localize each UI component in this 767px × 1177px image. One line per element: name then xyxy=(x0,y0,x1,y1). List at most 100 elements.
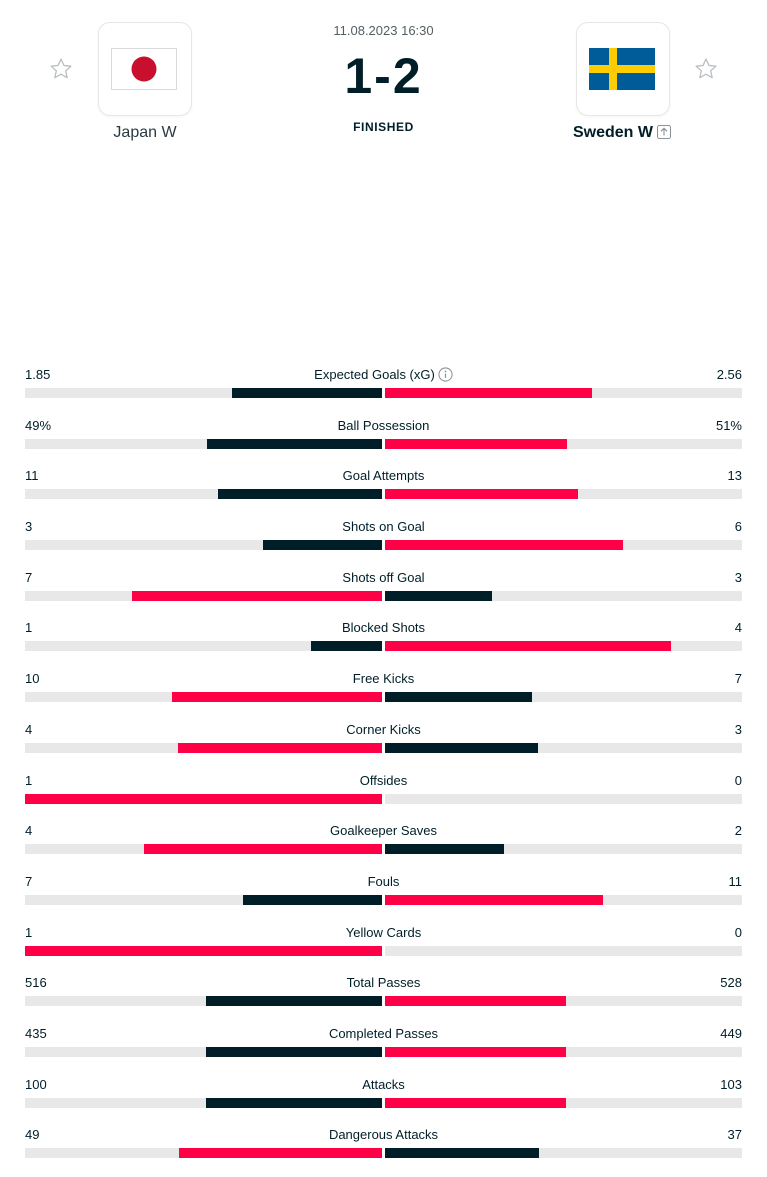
stat-category-label: Shots on Goal xyxy=(342,519,425,535)
stat-away-bar-track xyxy=(385,742,742,753)
stat-row: 435 Completed Passes 449 xyxy=(25,1025,742,1076)
match-score: 1-2 xyxy=(344,48,423,104)
stat-away-bar xyxy=(385,1148,539,1159)
stat-home-bar xyxy=(311,641,382,652)
stat-away-value: 6 xyxy=(734,519,742,535)
stat-home-bar xyxy=(172,692,382,703)
stat-away-value: 13 xyxy=(727,468,742,484)
info-icon[interactable] xyxy=(438,367,453,382)
stat-home-bar-track xyxy=(25,793,382,804)
stat-row: 7 Shots off Goal 3 xyxy=(25,569,742,620)
stat-home-value: 4 xyxy=(25,823,33,839)
match-statistics: 1.85 Expected Goals (xG) 2.56 49% Ball Posse… xyxy=(25,366,742,1177)
stat-category: Blocked Shots xyxy=(25,619,742,637)
stat-home-bar-track xyxy=(25,641,382,652)
stat-away-bar-track xyxy=(385,1046,742,1057)
stat-away-bar-track xyxy=(385,540,742,551)
stat-category-label: Expected Goals (xG) xyxy=(314,367,435,382)
stat-row: 4 Goalkeeper Saves 2 xyxy=(25,822,742,873)
stat-category-label: Goalkeeper Saves xyxy=(330,823,437,839)
home-team-name[interactable]: Japan W xyxy=(113,124,177,141)
stat-row: 11 Goal Attempts 13 xyxy=(25,467,742,518)
stat-home-value: 49 xyxy=(25,1127,40,1143)
stat-away-bar-track xyxy=(385,793,742,804)
stat-home-bar xyxy=(207,438,382,449)
stat-away-value: 2 xyxy=(734,823,742,839)
stat-home-bar-track xyxy=(25,1046,382,1057)
stat-home-bar xyxy=(243,894,382,905)
japan-flag-icon xyxy=(111,48,177,90)
stat-category: Shots off Goal xyxy=(25,569,742,587)
arrow-up-icon xyxy=(657,125,671,139)
stat-category-label: Ball Possession xyxy=(337,417,430,433)
stat-row: 1 Offsides 0 xyxy=(25,772,742,823)
stat-away-bar-track xyxy=(385,590,742,601)
stat-away-bar xyxy=(385,438,567,449)
stat-home-value: 11 xyxy=(25,468,39,484)
stat-home-value: 1 xyxy=(25,924,33,940)
stat-away-bar-track xyxy=(385,438,742,449)
stat-away-bar-track xyxy=(385,844,742,855)
favorite-home-star-icon[interactable] xyxy=(48,56,74,82)
away-team-name[interactable]: Sweden W xyxy=(572,124,653,141)
stat-away-value: 103 xyxy=(720,1076,742,1092)
stat-category: Corner Kicks xyxy=(25,721,742,739)
stat-away-bar xyxy=(385,388,592,398)
stat-home-bar xyxy=(218,489,382,500)
stat-home-bar xyxy=(206,996,382,1007)
stat-category: Goal Attempts xyxy=(25,467,742,485)
stat-category-label: Yellow Cards xyxy=(345,924,422,940)
stat-home-bar-track xyxy=(25,489,382,500)
stat-away-value: 4 xyxy=(734,620,742,636)
stat-away-value: 51% xyxy=(715,417,742,433)
stat-row: 7 Fouls 11 xyxy=(25,873,742,924)
stat-category-label: Attacks xyxy=(362,1076,405,1092)
stat-away-value: 3 xyxy=(734,569,742,585)
stat-away-value: 449 xyxy=(720,1025,742,1041)
away-team[interactable]: Sweden W xyxy=(522,123,722,143)
stat-category: Yellow Cards xyxy=(25,924,742,942)
stat-home-value: 100 xyxy=(25,1076,47,1092)
stat-away-bar-track xyxy=(385,641,742,652)
stat-category-label: Corner Kicks xyxy=(346,721,421,737)
stat-home-bar-track xyxy=(25,692,382,703)
stat-home-value: 1.85 xyxy=(25,367,51,382)
stat-away-bar-track xyxy=(385,489,742,500)
stat-home-bar xyxy=(25,793,382,804)
away-team-logo[interactable] xyxy=(576,22,670,116)
stat-row: 100 Attacks 103 xyxy=(25,1076,742,1127)
stat-away-bar xyxy=(385,894,603,905)
stat-home-value: 516 xyxy=(25,975,47,991)
stat-away-bar xyxy=(385,489,578,500)
stat-away-value: 2.56 xyxy=(716,367,742,382)
stat-home-bar-track xyxy=(25,945,382,956)
home-team-logo[interactable] xyxy=(98,22,192,116)
stat-category: Goalkeeper Saves xyxy=(25,822,742,840)
stat-home-bar-track xyxy=(25,1097,382,1108)
stat-home-bar xyxy=(179,1148,382,1159)
stat-row: 1 Blocked Shots 4 xyxy=(25,619,742,670)
match-datetime: 11.08.2023 16:30 xyxy=(333,23,434,38)
match-header: Japan W 11.08.2023 16:30 1-2 FINISHED Sw… xyxy=(0,0,767,160)
stat-category: Dangerous Attacks xyxy=(25,1126,742,1144)
stat-away-bar xyxy=(385,1097,566,1108)
stat-away-bar-track xyxy=(385,692,742,703)
stat-away-bar-track xyxy=(385,945,742,956)
stat-home-value: 49% xyxy=(25,417,52,433)
stat-home-value: 3 xyxy=(25,519,33,535)
stat-home-value: 7 xyxy=(25,873,33,889)
stat-category: Expected Goals (xG) xyxy=(25,366,742,384)
stat-home-bar-track xyxy=(25,742,382,753)
stat-home-bar xyxy=(206,1046,382,1057)
stat-away-bar xyxy=(385,742,538,753)
favorite-away-star-icon[interactable] xyxy=(693,56,719,82)
stat-home-bar xyxy=(232,388,382,398)
stat-category-label: Total Passes xyxy=(346,975,421,991)
stat-away-value: 11 xyxy=(728,873,743,889)
stat-row: 49 Dangerous Attacks 37 xyxy=(25,1126,742,1177)
stat-home-value: 7 xyxy=(25,569,33,585)
stat-category-label: Free Kicks xyxy=(352,671,415,687)
stat-home-value: 435 xyxy=(25,1025,47,1041)
stat-category-label: Fouls xyxy=(367,873,400,889)
stat-away-bar-track xyxy=(385,894,742,905)
